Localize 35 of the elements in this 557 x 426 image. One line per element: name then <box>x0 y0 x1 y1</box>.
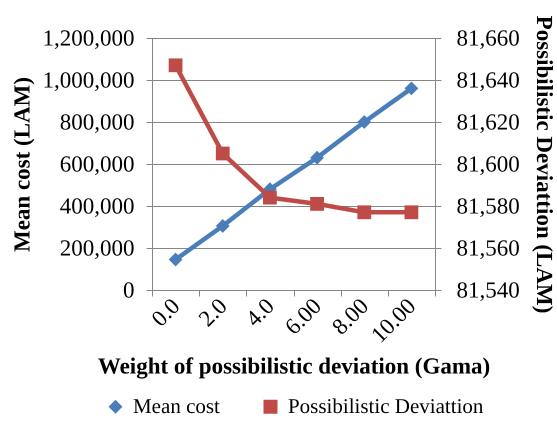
y2-tick-label: 81,660 <box>456 26 520 50</box>
point <box>404 205 418 220</box>
point <box>357 205 372 220</box>
y2-tick-label: 81,580 <box>456 194 520 218</box>
point <box>357 115 372 129</box>
x-tick-label: 2.0 <box>194 293 232 332</box>
legend-label: Possibilistic Deviattion <box>288 394 484 418</box>
y2-tick-label: 81,540 <box>456 278 520 302</box>
point <box>310 197 324 211</box>
y-tick-label: 1,200,000 <box>42 26 134 50</box>
y2-axis-title: Possibilistic Deviattion (LAM) <box>532 16 557 314</box>
point <box>216 219 230 233</box>
y2-tick-label: 81,560 <box>456 236 520 260</box>
y-tick-label: 400,000 <box>60 194 134 218</box>
y-tick-label: 0 <box>123 278 134 302</box>
x-tick-label: 6.00 <box>280 293 326 340</box>
legend-label: Mean cost <box>133 394 220 418</box>
y2-tick-label: 81,640 <box>456 68 520 92</box>
x-tick-label: 4.0 <box>240 293 279 332</box>
y-tick-label: 200,000 <box>60 236 134 260</box>
point <box>168 252 182 266</box>
point <box>404 82 418 96</box>
x-tick-label: 8.00 <box>327 293 374 340</box>
y-axis-title: Mean cost (LAM) <box>10 76 34 252</box>
y2-tick-label: 81,620 <box>456 110 520 134</box>
point <box>310 150 324 165</box>
y-tick-label: 600,000 <box>60 152 134 176</box>
x-tick-label: 0.0 <box>146 293 185 332</box>
point <box>263 190 277 204</box>
y2-tick-label: 81,600 <box>456 152 520 176</box>
point <box>168 58 182 72</box>
y-tick-label: 1,000,000 <box>42 68 134 92</box>
point <box>216 146 230 160</box>
y-tick-label: 800,000 <box>60 110 134 134</box>
x-axis-title: Weight of possibilistic deviation (Gama) <box>98 354 490 380</box>
